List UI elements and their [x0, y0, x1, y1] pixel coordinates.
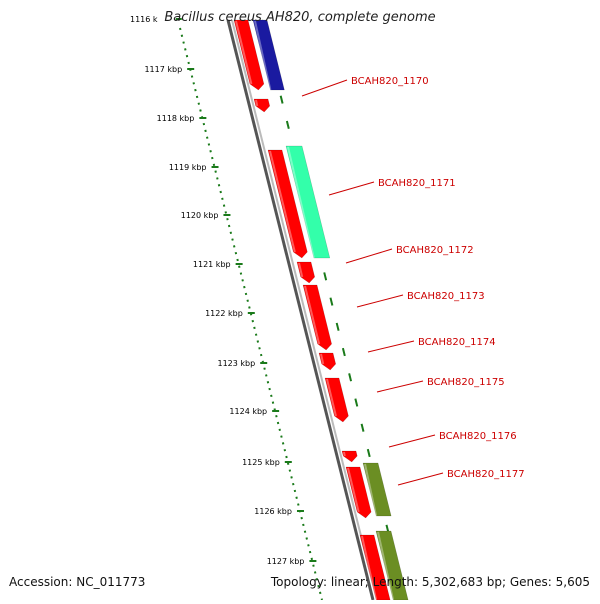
- gene-arrow: [318, 352, 337, 371]
- gene-arrow: [302, 284, 332, 351]
- gene-label[interactable]: BCAH820_1176: [388, 431, 517, 448]
- ruler-tick-label: 1122 kbp: [205, 309, 243, 318]
- gene-arrow: [253, 98, 271, 113]
- gene-label-leader: [356, 294, 404, 308]
- gene-label[interactable]: BCAH820_1177: [397, 469, 525, 486]
- ruler-tick: 1117 kbp: [144, 65, 195, 74]
- gene-label-leader: [345, 248, 393, 264]
- cds-bar-shine: [364, 463, 378, 517]
- gene-label-text: BCAH820_1174: [418, 337, 496, 348]
- gene-label-text: BCAH820_1176: [439, 431, 517, 442]
- ruler-tick-label: 1123 kbp: [218, 359, 256, 368]
- gene-arrow-shine: [320, 353, 325, 365]
- genome-summary: Topology: linear; Length: 5,302,683 bp; …: [270, 575, 590, 589]
- cds-bar-shine: [287, 146, 315, 259]
- accession-text: Accession: NC_011773: [9, 575, 146, 589]
- ruler-tick: 1122 kbp: [205, 309, 255, 318]
- ruler-tick: 1119 kbp: [169, 163, 219, 172]
- gene-label-leader: [397, 472, 444, 486]
- ruler-tick-label: 1121 kbp: [193, 260, 231, 269]
- ruler-tick: 1123 kbp: [218, 359, 268, 368]
- gene-arrow-shine: [304, 285, 321, 345]
- gene-label-leader: [301, 79, 348, 97]
- gene-label[interactable]: BCAH820_1172: [345, 245, 474, 264]
- gene-label-text: BCAH820_1171: [378, 178, 456, 189]
- gene-arrow: [267, 149, 308, 259]
- gene-label-text: BCAH820_1173: [407, 291, 485, 302]
- ruler-tick: 1127 kbp: [267, 557, 317, 566]
- ruler-tick-label: 1125 kbp: [242, 458, 280, 467]
- ruler-tick: 1120 kbp: [181, 211, 231, 220]
- gene-label[interactable]: BCAH820_1170: [301, 76, 429, 97]
- ruler-tick: 1118 kbp: [157, 114, 207, 123]
- gene-arrow-shine: [326, 378, 337, 417]
- gene-arrow: [233, 19, 265, 91]
- ruler-tick: 1125 kbp: [242, 458, 292, 467]
- gene-label-text: BCAH820_1170: [351, 76, 429, 87]
- cds-bar-shine: [254, 20, 272, 91]
- ruler-tick-label: 1118 kbp: [157, 114, 195, 123]
- ruler-tick: 1121 kbp: [193, 260, 243, 269]
- gene-arrow-shine: [343, 451, 346, 457]
- ruler-tick: 1126 kbp: [254, 507, 304, 516]
- gene-arrow-shine: [255, 99, 259, 107]
- gene-arrow: [345, 466, 372, 519]
- gene-label-leader: [367, 340, 415, 353]
- ruler-tick-label: 1117 kbp: [144, 65, 182, 74]
- ruler-tick-label: 1116 k: [130, 15, 158, 24]
- ruler-tick-label: 1120 kbp: [181, 211, 219, 220]
- ruler-tick: 1116 k: [130, 15, 182, 24]
- gene-arrow: [324, 377, 349, 423]
- gene-arrow-shine: [269, 150, 296, 253]
- ruler-tick-label: 1119 kbp: [169, 163, 207, 172]
- gene-label[interactable]: BCAH820_1174: [367, 337, 496, 353]
- gene-arrow: [296, 261, 316, 284]
- gene-label[interactable]: BCAH820_1173: [356, 291, 485, 308]
- gene-arrow-shine: [347, 467, 360, 513]
- backbone-line: [231, 19, 378, 601]
- gene-label-text: BCAH820_1177: [447, 469, 525, 480]
- gene-label-leader: [376, 380, 424, 393]
- backbone-shadow: [226, 19, 375, 601]
- cds-bar: [362, 462, 392, 517]
- gene-arrow-shine: [361, 535, 378, 601]
- gene-arrow: [341, 450, 358, 463]
- ruler-tick: 1124 kbp: [229, 407, 280, 416]
- cds-bar: [285, 145, 331, 259]
- genome-title: Bacillus cereus AH820, complete genome: [164, 10, 436, 25]
- ruler-tick-label: 1127 kbp: [267, 557, 305, 566]
- gene-label[interactable]: BCAH820_1171: [328, 178, 456, 196]
- cds-bar: [252, 19, 285, 91]
- gene-label-text: BCAH820_1172: [396, 245, 474, 256]
- gene-label-leader: [388, 434, 436, 448]
- gene-label-text: BCAH820_1175: [427, 377, 505, 388]
- ruler-tick-label: 1124 kbp: [229, 407, 267, 416]
- cds-bar-shine: [377, 531, 395, 601]
- gene-label[interactable]: BCAH820_1175: [376, 377, 505, 393]
- gene-arrow-shine: [298, 262, 304, 278]
- gene-label-leader: [328, 181, 375, 196]
- gene-arrow-shine: [235, 20, 253, 85]
- ruler-tick-label: 1126 kbp: [254, 507, 292, 516]
